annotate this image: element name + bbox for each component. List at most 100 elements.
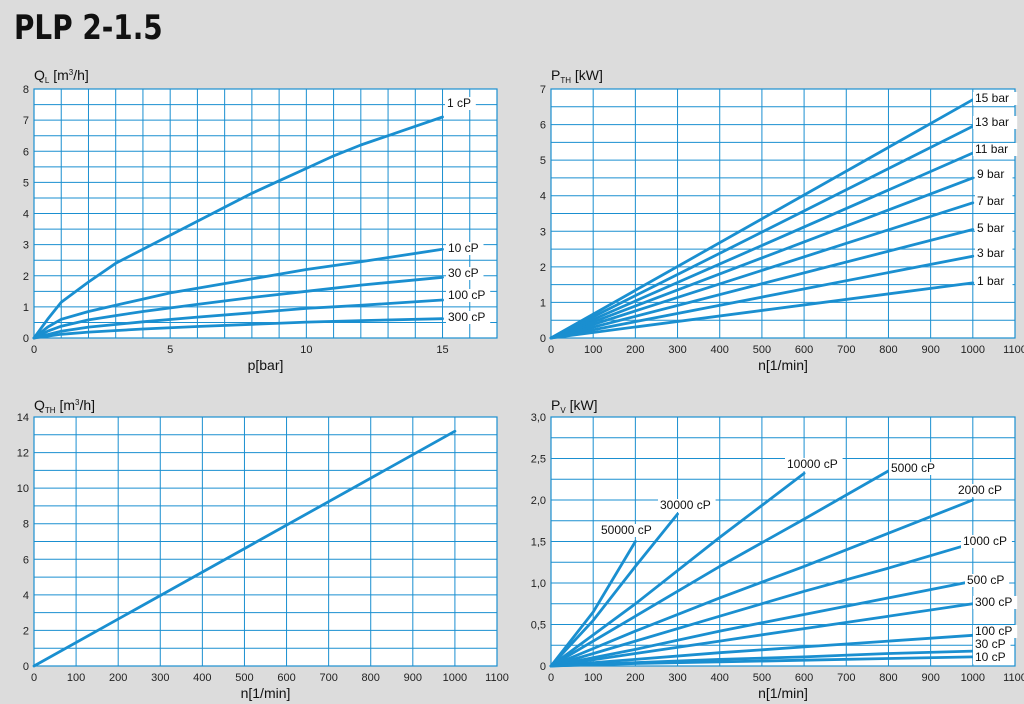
series-label-bg [446,267,484,280]
y-tick-label: 12 [17,448,29,460]
y-tick-label: 8 [23,84,29,96]
series-line [32,275,444,340]
y-tick-label: 5 [23,177,29,189]
series-line [549,228,975,340]
series-label: 50000 cP [601,523,652,537]
series-label-bg [975,168,1013,181]
series-line [549,498,975,668]
series-line [549,633,975,668]
series-label-bg [445,97,476,110]
x-tick-label: 600 [795,344,813,356]
series-label-bg [973,92,1018,105]
x-tick-label: 300 [668,672,686,684]
y-tick-label: 0,5 [531,620,546,632]
series-label: 9 bar [977,167,1004,181]
series-label: 1 cP [447,96,471,110]
series-label: 2000 cP [958,483,1002,497]
x-axis-label: p[bar] [248,357,284,373]
y-tick-label: 8 [23,519,29,531]
series-label: 30000 cP [660,498,711,512]
series-label-bg [973,596,1018,609]
plot-border [550,88,1016,339]
series-label: 3 bar [977,246,1004,260]
series-line [32,429,457,668]
series-label: 1000 cP [963,534,1007,548]
series-line [32,247,444,340]
x-tick-label: 900 [404,672,422,684]
y-tick-label: 2 [540,262,546,274]
series-line [549,254,975,340]
x-axis-label: n[1/min] [758,685,808,701]
y-tick-label: 1,0 [531,578,546,590]
series-label-bg [889,462,940,475]
chart-ql: 0 5 10 15 0 1 2 3 4 5 6 7 8 p[bar] QL [m3/h] 1 cP 10 cP 3… [23,67,498,373]
series-label-bg [973,638,1011,651]
series-line [549,655,975,668]
y-tick-label: 0 [23,333,29,345]
series-label: 5000 cP [891,461,935,475]
series-label: 1 bar [977,274,1004,288]
series-line [549,201,975,340]
x-tick-label: 0 [31,344,37,356]
series-label-bg [446,289,491,302]
series-line [32,317,444,340]
x-tick-label: 1100 [1003,672,1024,684]
series-line [549,98,975,340]
x-tick-label: 900 [921,672,939,684]
x-tick-label: 800 [362,672,380,684]
series-label: 7 bar [977,194,1004,208]
series-line [549,602,975,668]
y-tick-label: 1 [23,302,29,314]
series-label: 13 bar [975,115,1009,129]
series-label: 30 cP [448,266,479,280]
x-tick-label: 600 [795,672,813,684]
series-label: 10000 cP [787,457,838,471]
series-line [549,471,806,668]
plot-border [550,416,1016,667]
x-tick-label: 1000 [443,672,467,684]
series-line [549,579,975,668]
x-tick-label: 300 [668,344,686,356]
x-tick-label: 500 [753,672,771,684]
x-tick-label: 700 [319,672,337,684]
series-label-bg [975,195,1013,208]
page-title: PLP 2-1.5 [14,8,163,48]
x-tick-label: 500 [235,672,253,684]
plot-border [33,88,498,339]
y-tick-label: 6 [23,146,29,158]
x-tick-label: 10 [300,344,312,356]
y-tick-label: 7 [540,84,546,96]
y-tick-label: 0 [540,661,546,673]
y-axis-label: QTH [m3/h] [34,397,95,415]
x-tick-label: 200 [109,672,127,684]
y-tick-label: 10 [17,483,29,495]
x-tick-label: 100 [67,672,85,684]
series-label-bg [658,499,716,512]
series-label: 10 cP [448,241,479,255]
x-tick-label: 15 [436,344,448,356]
series-label: 100 cP [975,624,1012,638]
y-tick-label: 4 [540,191,546,203]
y-tick-label: 2 [23,271,29,283]
x-tick-label: 400 [193,672,211,684]
series-label: 30 cP [975,637,1006,651]
x-tick-label: 400 [711,344,729,356]
x-tick-label: 1000 [961,672,985,684]
x-tick-label: 200 [626,344,644,356]
series-label: 11 bar [975,142,1008,156]
y-tick-label: 5 [540,155,546,167]
x-tick-label: 700 [837,672,855,684]
x-tick-label: 5 [167,344,173,356]
x-axis-label: n[1/min] [241,685,291,701]
series-label-bg [973,625,1018,638]
y-tick-label: 1,5 [531,537,546,549]
x-tick-label: 1100 [485,672,509,684]
y-tick-label: 1 [540,297,546,309]
y-tick-label: 3 [23,240,29,252]
x-tick-label: 700 [837,344,855,356]
series-line [549,540,637,668]
y-tick-label: 2,5 [531,454,546,466]
plot-border [33,416,498,667]
y-tick-label: 0 [540,333,546,345]
